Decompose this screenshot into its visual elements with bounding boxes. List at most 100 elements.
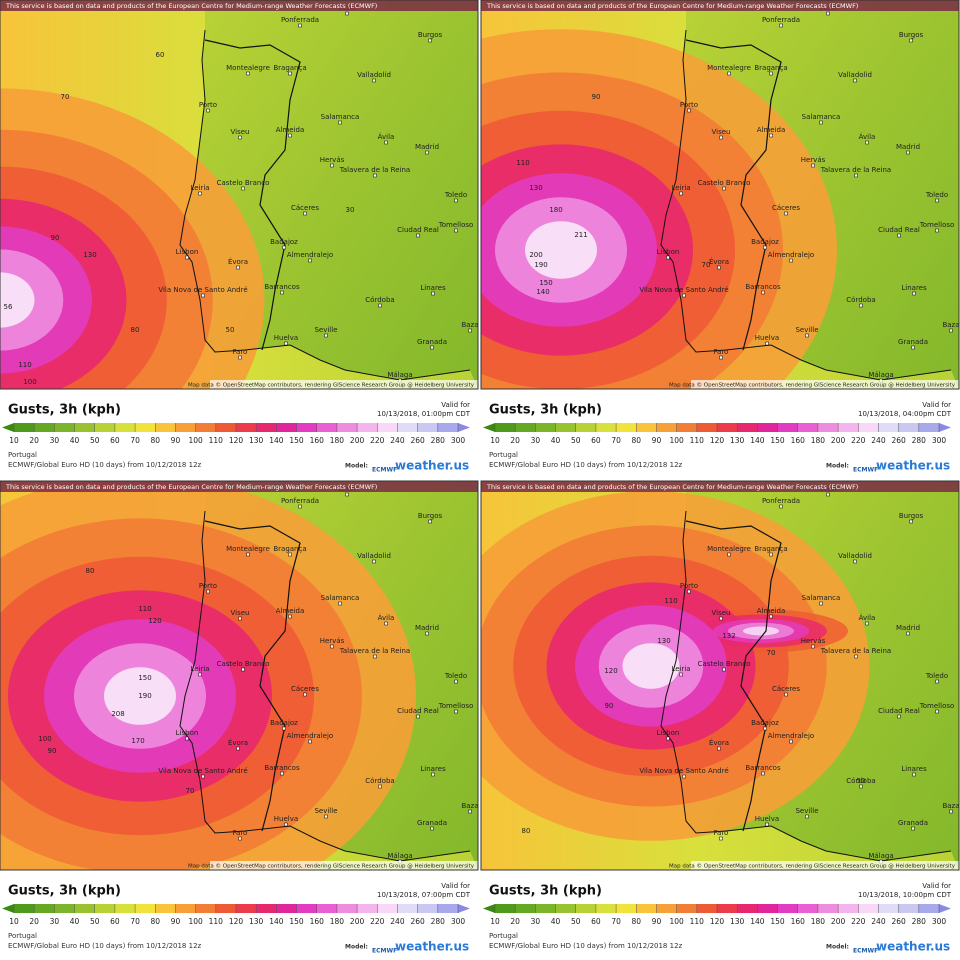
colorbar-label: 10 [9, 436, 19, 445]
colorbar-label: 30 [50, 917, 60, 926]
colorbar-label: 40 [70, 436, 80, 445]
city-label: Baza [942, 321, 959, 329]
city-label: Castelo Branco [217, 179, 270, 187]
city-marker [454, 198, 458, 203]
city-label: Linares [420, 284, 446, 292]
colorbar-label: 50 [571, 917, 581, 926]
city-marker [769, 71, 773, 76]
city-label: Ávila [378, 613, 395, 622]
city-marker [298, 504, 302, 509]
valid-time: 10/13/2018, 10:00pm CDT [858, 891, 952, 899]
city-marker [727, 71, 731, 76]
contour-label: 208 [111, 710, 124, 718]
city-label: Porto [199, 101, 217, 109]
city-marker [854, 654, 858, 659]
city-label: Barrancos [264, 283, 300, 291]
city-label: Tomelloso [438, 221, 474, 229]
colorbar-label: 70 [130, 917, 140, 926]
city-marker [238, 616, 242, 621]
city-label: Salamanca [802, 113, 841, 121]
city-marker [784, 211, 788, 216]
colorbar-segment [437, 904, 459, 913]
city-marker [935, 679, 939, 684]
colorbar-label: 80 [150, 917, 160, 926]
city-marker [288, 614, 292, 619]
banner: This service is based on data and produc… [486, 2, 858, 10]
city-marker [288, 133, 292, 138]
banner: This service is based on data and produc… [5, 483, 377, 491]
city-label: Leiria [190, 184, 209, 192]
colorbar-low [483, 904, 495, 913]
city-marker [201, 293, 205, 298]
city-label: Córdoba [365, 777, 394, 785]
city-marker [430, 345, 434, 350]
city-marker [805, 333, 809, 338]
brand: weather.us [876, 459, 950, 473]
border [685, 520, 782, 832]
colorbar-segment [858, 423, 879, 432]
city-label: Seville [314, 807, 337, 815]
city-label: Valladolid [838, 552, 872, 560]
city-label: Ciudad Real [397, 226, 439, 234]
city-marker [859, 784, 863, 789]
colorbar-label: 90 [171, 917, 181, 926]
colorbar-segment [817, 423, 839, 432]
city-marker [425, 150, 429, 155]
city-marker [854, 173, 858, 178]
city-label: Bragança [754, 545, 787, 553]
city-label: Ponferrada [281, 497, 319, 505]
colorbar-segment [838, 904, 859, 913]
title: Gusts, 3h (kph) [8, 403, 121, 418]
colorbar-segment [437, 423, 459, 432]
colorbar-label: 150 [289, 436, 304, 445]
contour-label: 150 [539, 279, 552, 287]
city-marker [468, 328, 472, 333]
contour-label: 110 [516, 159, 529, 167]
city-label: Porto [680, 101, 698, 109]
city-marker [719, 616, 723, 621]
city-marker [717, 265, 721, 270]
colorbar-low [2, 904, 14, 913]
city-label: Talavera de la Reina [820, 166, 891, 174]
contour-label: 190 [138, 692, 151, 700]
city-label: Cáceres [291, 204, 319, 212]
valid-time: 10/13/2018, 01:00pm CDT [377, 410, 471, 418]
city-marker [666, 736, 670, 741]
city-label: Lisbon [176, 248, 199, 256]
city-label: Évora [228, 257, 248, 266]
city-label: Granada [417, 819, 447, 827]
city-marker [431, 772, 435, 777]
city-marker [454, 709, 458, 714]
contour-label: 30 [346, 206, 355, 214]
map: LeónPonferradaBurgosMontealegreBragançaV… [0, 0, 478, 389]
city-label: Salamanca [802, 594, 841, 602]
model-logo: ECMWF [853, 467, 878, 474]
colorbar-label: 60 [110, 436, 120, 445]
colorbar-label: 50 [90, 436, 100, 445]
city-marker [431, 291, 435, 296]
city-marker [679, 672, 683, 677]
colorbar-label: 10 [490, 917, 500, 926]
panel: LeónPonferradaBurgosMontealegreBragançaV… [480, 0, 960, 474]
colorbar-segment [417, 904, 439, 913]
city-label: Ávila [859, 613, 876, 622]
city-marker [909, 519, 913, 524]
city-label: Ciudad Real [397, 707, 439, 715]
colorbar-low [483, 423, 495, 432]
city-label: Huelva [755, 815, 779, 823]
region: Portugal [8, 932, 37, 940]
contour-label: 80 [131, 326, 140, 334]
city-marker [338, 120, 342, 125]
colorbar-label: 240 [871, 917, 886, 926]
colorbar-label: 20 [510, 917, 520, 926]
gust-zone [0, 272, 35, 328]
city-marker [338, 601, 342, 606]
city-marker [906, 150, 910, 155]
colorbar-label: 220 [370, 436, 385, 445]
gust-zone [743, 626, 779, 636]
city-marker [859, 303, 863, 308]
colorbar-segment [357, 904, 378, 913]
city-marker [897, 233, 901, 238]
colorbar-segment [256, 904, 277, 913]
city-label: Vila Nova de Santo André [639, 286, 728, 294]
